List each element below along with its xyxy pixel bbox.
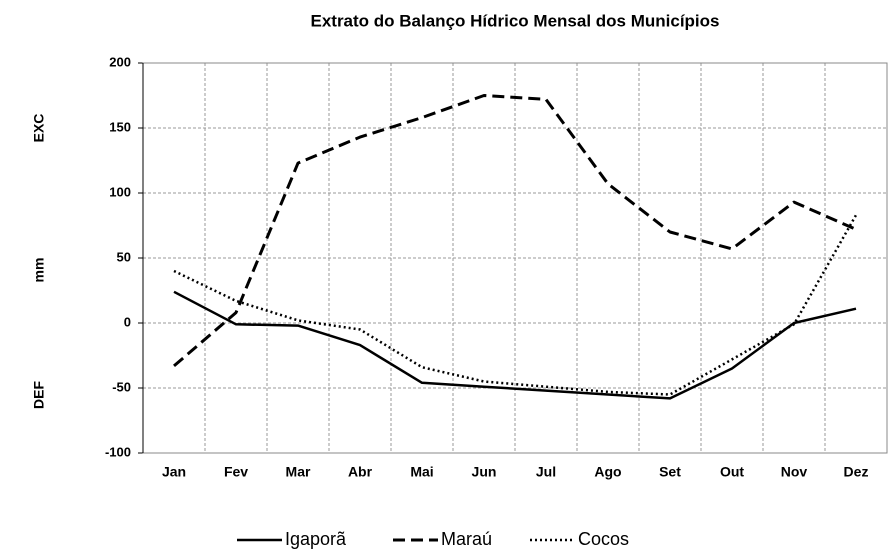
y-tick-label: 200 (109, 54, 131, 69)
x-tick-label: Abr (348, 464, 373, 480)
x-tick-label: Jul (536, 464, 556, 480)
chart-title: Extrato do Balanço Hídrico Mensal dos Mu… (310, 11, 719, 30)
x-tick-label: Out (720, 464, 744, 480)
x-tick-label: Nov (781, 464, 808, 480)
y-tick-label: 100 (109, 184, 131, 199)
legend-label: Igaporã (285, 529, 347, 549)
x-tick-label: Ago (594, 464, 621, 480)
y-tick-label: 150 (109, 119, 131, 134)
x-tick-label: Jan (162, 464, 186, 480)
x-tick-label: Mai (410, 464, 433, 480)
y-tick-label: 50 (117, 249, 131, 264)
y-tick-label: -50 (112, 379, 131, 394)
y-tick-label: 0 (124, 314, 131, 329)
x-tick-label: Dez (844, 464, 869, 480)
x-tick-label: Fev (224, 464, 248, 480)
x-tick-label: Jun (472, 464, 497, 480)
line-series (173, 94, 857, 368)
legend-label: Cocos (578, 529, 629, 549)
x-tick-label: Set (659, 464, 681, 480)
annotation: DEF (31, 381, 47, 409)
line-series (173, 290, 857, 400)
annotation: EXC (31, 114, 47, 143)
legend-label: Maraú (441, 529, 492, 549)
x-tick-label: Mar (286, 464, 311, 480)
y-axis-label: mm (31, 258, 47, 283)
y-tick-label: -100 (105, 444, 131, 459)
